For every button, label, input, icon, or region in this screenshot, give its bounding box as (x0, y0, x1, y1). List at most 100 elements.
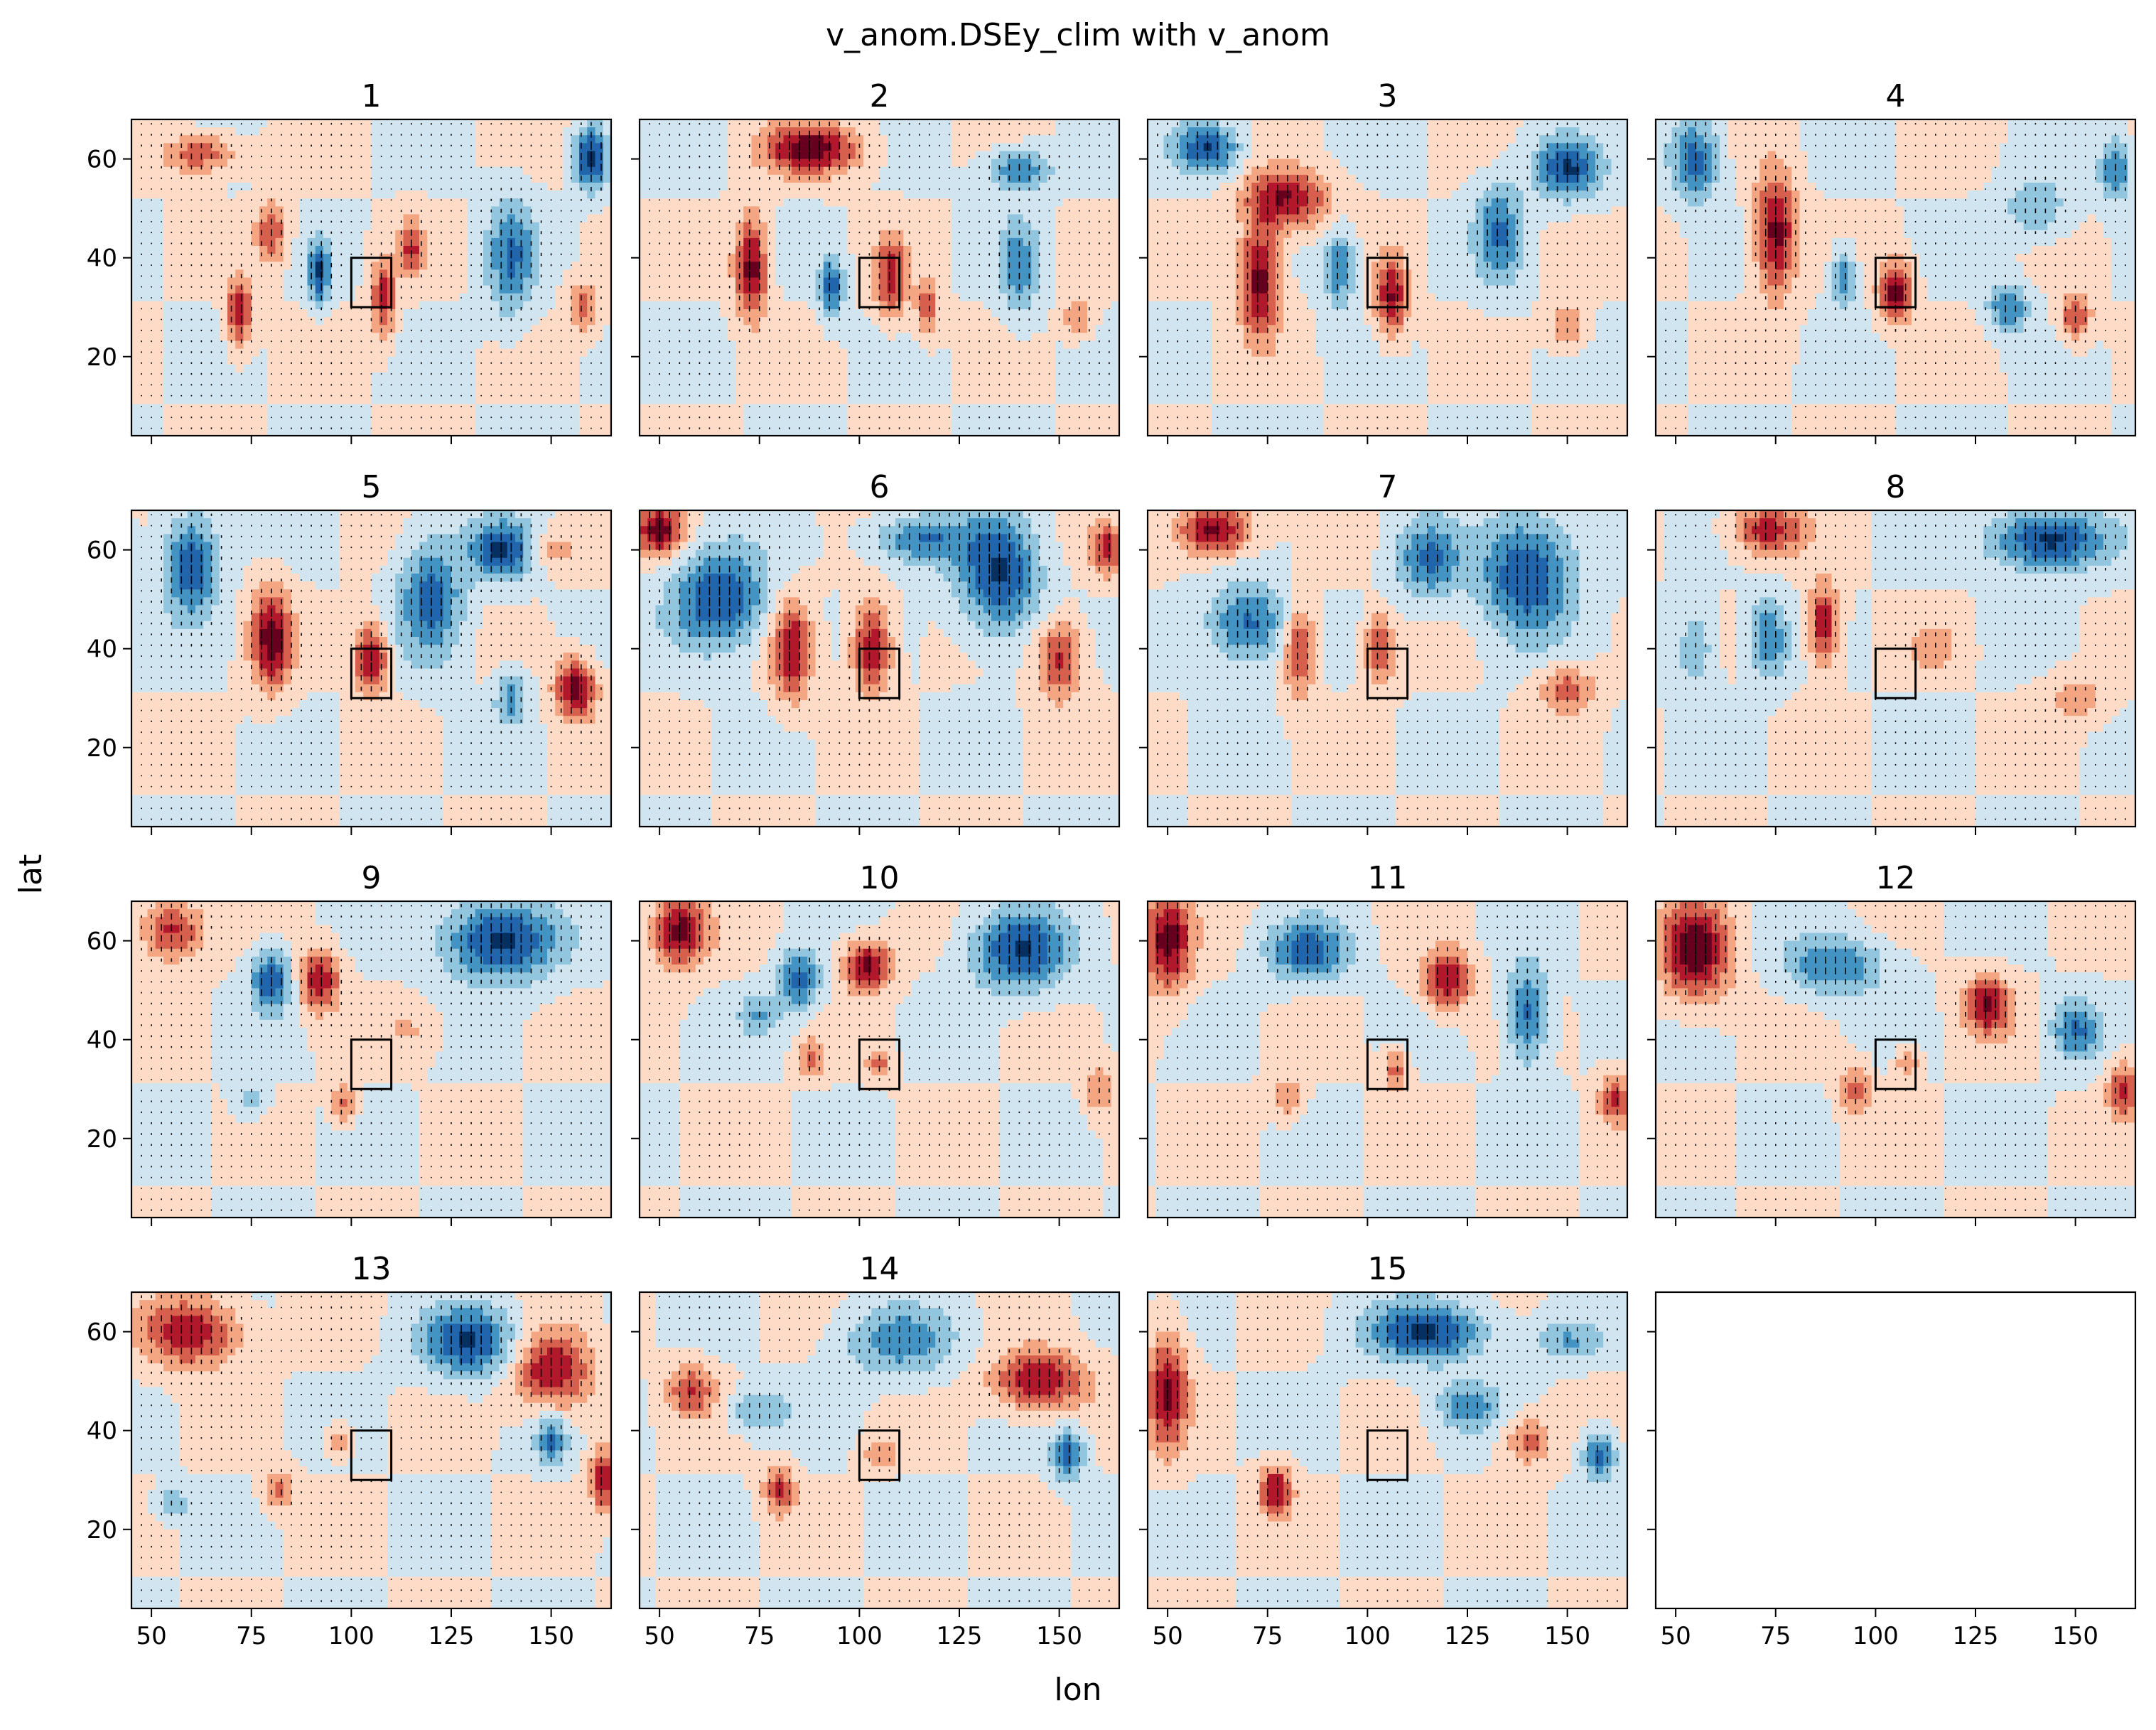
region-box (858, 1038, 901, 1090)
panel-title: 13 (352, 1251, 392, 1287)
contour-field (640, 510, 1119, 827)
contour-field (131, 119, 611, 436)
x-tick-label: 100 (1344, 1622, 1391, 1650)
quiver-arrows (649, 902, 1110, 1211)
y-tick-label: 60 (87, 146, 117, 174)
panel-empty: 50 75 100 125 150 (1647, 1291, 2137, 1650)
contour-field (1148, 510, 1627, 827)
panel-title: 14 (860, 1251, 900, 1287)
quiver-arrows (649, 121, 1110, 429)
panel-title: 10 (860, 860, 900, 896)
panel-3: 3 (1139, 78, 1629, 444)
x-tick-label: 50 (644, 1622, 674, 1650)
x-tick-label: 125 (428, 1622, 475, 1650)
contour-field (1656, 119, 2135, 436)
axes-frame (638, 509, 1121, 828)
x-tick-label: 150 (528, 1622, 574, 1650)
axes-frame (130, 118, 613, 437)
region-box (350, 648, 393, 699)
panel-title: 7 (1378, 469, 1398, 505)
region-box (1874, 648, 1917, 699)
quiver-arrows (1665, 122, 2126, 429)
quiver-arrows (649, 510, 1110, 820)
contour-field (640, 901, 1119, 1218)
panel-2: 2 (631, 78, 1121, 444)
x-tick-label: 50 (1152, 1622, 1182, 1650)
x-tick-label: 150 (1036, 1622, 1082, 1650)
region-box (1366, 1038, 1409, 1090)
y-tick-label: 20 (87, 1125, 117, 1154)
quiver-arrows (141, 512, 602, 820)
panel-title: 4 (1886, 78, 1906, 114)
region-box (350, 1038, 393, 1090)
region-box (858, 1429, 901, 1481)
y-tick-label: 20 (87, 1516, 117, 1544)
region-box (1366, 257, 1409, 308)
axes-frame (130, 900, 613, 1219)
panel-title: 11 (1368, 860, 1408, 896)
axes-frame (1654, 509, 2137, 828)
panel-1: 1 20 40 60 (87, 78, 613, 444)
axes-frame (1146, 118, 1629, 437)
quiver-arrows (1665, 512, 2126, 820)
axes-frame (638, 900, 1121, 1219)
axes-frame (638, 118, 1121, 437)
quiver-arrows (1157, 902, 1618, 1211)
y-tick-label: 40 (87, 1026, 117, 1055)
y-tick-label: 60 (87, 928, 117, 956)
x-tick-label: 150 (1544, 1622, 1590, 1650)
panel-6: 6 (631, 469, 1121, 835)
quiver-arrows (1157, 1294, 1618, 1602)
panel-title: 5 (362, 469, 382, 505)
region-box (350, 1429, 393, 1481)
panel-title: 3 (1378, 78, 1398, 114)
quiver-arrows (649, 1295, 1110, 1602)
x-tick-label: 50 (1660, 1622, 1691, 1650)
panel-8: 8 (1647, 469, 2137, 835)
x-tick-label: 75 (236, 1622, 266, 1650)
x-axis-label: lon (1054, 1672, 1101, 1708)
axes-frame (1654, 118, 2137, 437)
axes-frame (1146, 900, 1629, 1219)
y-axis-label: lat (13, 854, 49, 894)
y-tick-label: 40 (87, 1417, 117, 1446)
x-tick-label: 100 (836, 1622, 883, 1650)
x-tick-label: 50 (136, 1622, 166, 1650)
panel-9: 9 20 40 60 (87, 860, 613, 1226)
axes-frame (1146, 1291, 1629, 1610)
x-tick-label: 125 (1953, 1622, 1999, 1650)
panel-12: 12 (1647, 860, 2137, 1226)
y-tick-label: 60 (87, 1318, 117, 1347)
region-box (858, 257, 901, 308)
x-tick-label: 75 (744, 1622, 775, 1650)
panel-13: 13 50 75 100 125 150 20 40 60 (87, 1251, 613, 1650)
panel-10: 10 (631, 860, 1121, 1226)
figure-title: v_anom.DSEy_clim with v_anom (826, 17, 1330, 53)
panel-14: 14 50 75 100 125 150 (631, 1251, 1121, 1650)
panel-title: 6 (870, 469, 890, 505)
panel-title: 9 (362, 860, 382, 896)
x-tick-label: 125 (1445, 1622, 1491, 1650)
contour-field (131, 1292, 611, 1608)
panel-7: 7 (1139, 469, 1629, 835)
x-tick-label: 100 (328, 1622, 374, 1650)
region-box (1366, 648, 1409, 699)
region-box (858, 648, 901, 699)
contour-field (1148, 119, 1627, 436)
panel-5: 5 20 40 60 (87, 469, 613, 835)
panel-title: 8 (1886, 469, 1906, 505)
x-tick-label: 75 (1760, 1622, 1791, 1650)
contour-field (640, 119, 1119, 436)
region-box (1874, 257, 1917, 308)
region-box (1874, 1038, 1917, 1090)
panel-title: 2 (870, 78, 890, 114)
region-box (350, 257, 393, 308)
x-tick-label: 150 (2052, 1622, 2098, 1650)
y-tick-label: 60 (87, 537, 117, 565)
axes-frame (1146, 509, 1629, 828)
panel-11: 11 (1139, 860, 1629, 1226)
panel-title: 1 (362, 78, 382, 114)
panel-title: 12 (1876, 860, 1916, 896)
